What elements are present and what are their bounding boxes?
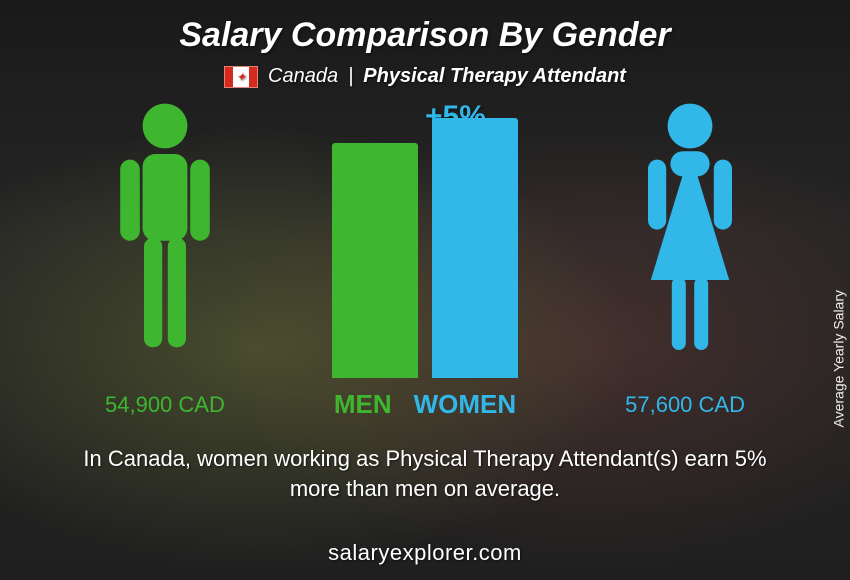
bar-women xyxy=(432,118,518,378)
men-tag: MEN xyxy=(334,389,392,420)
women-salary-value: 57,600 CAD xyxy=(625,392,745,418)
female-figure-icon xyxy=(615,98,765,378)
page-title: Salary Comparison By Gender xyxy=(0,0,850,55)
chart: +5% xyxy=(105,106,745,426)
job-label: Physical Therapy Attendant xyxy=(363,65,626,88)
subtitle: ✦ Canada | Physical Therapy Attendant xyxy=(0,65,850,88)
women-tag: WOMEN xyxy=(414,389,517,420)
summary-text: In Canada, women working as Physical The… xyxy=(60,444,790,503)
country-label: Canada xyxy=(268,65,338,88)
separator: | xyxy=(348,65,353,88)
male-figure-icon xyxy=(95,98,235,378)
footer-source: salaryexplorer.com xyxy=(0,540,850,566)
canada-flag-icon: ✦ xyxy=(224,66,258,88)
bar-group xyxy=(332,118,518,378)
axis-label: Average Yearly Salary xyxy=(830,290,846,428)
bottom-labels: 54,900 CAD MEN WOMEN 57,600 CAD xyxy=(105,389,745,420)
men-salary-value: 54,900 CAD xyxy=(105,392,225,418)
bar-men xyxy=(332,143,418,378)
